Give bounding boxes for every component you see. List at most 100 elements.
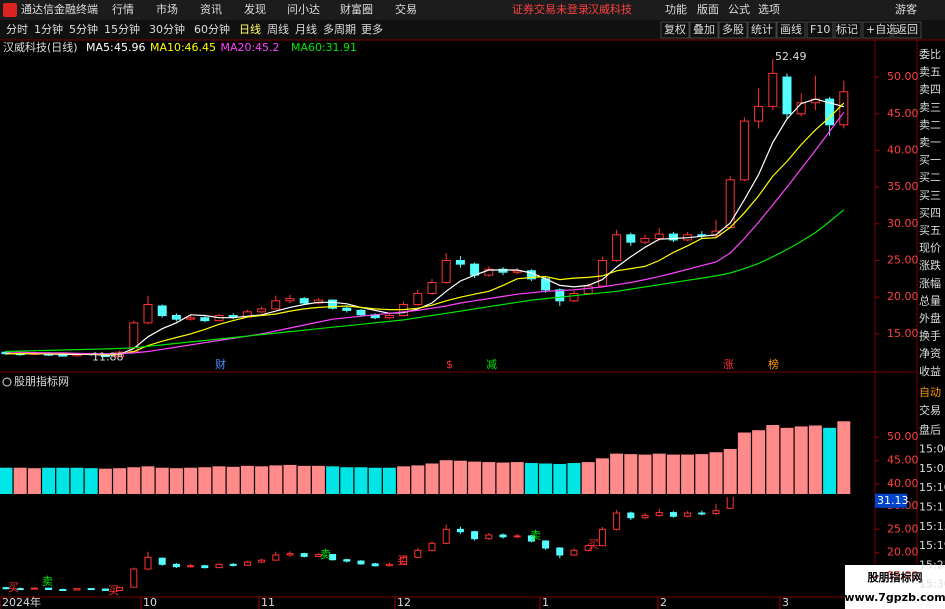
menu-item[interactable]: 市场 [156,2,178,16]
toolbar-button[interactable] [747,21,777,39]
date-label: 1 [542,596,549,609]
candle [441,253,451,284]
y-tick-label: 15.00 [887,569,919,582]
candle [627,511,635,521]
candle [201,564,209,569]
menu-item[interactable]: 财富圈 [340,2,373,16]
event-marker: $ [446,358,453,371]
period-tab[interactable]: 30分钟 [149,22,185,36]
candle [101,588,109,591]
menu-item[interactable]: 交易 [395,2,417,16]
candle-body [385,563,393,567]
signal: 买 [397,554,408,567]
candle [668,231,678,243]
candle-body [299,298,309,304]
candle [485,533,493,540]
indicator-bar [681,454,695,494]
candle [413,289,423,306]
quote-label: 换手 [919,329,941,343]
indicator-bar [411,465,425,494]
menu-item[interactable]: 发现 [244,2,266,16]
period-tab[interactable]: 月线 [295,22,317,36]
event-marker: 榜 [768,357,779,371]
period-tab[interactable]: 分时 [6,23,28,36]
menu-item[interactable]: 行情 [112,3,134,16]
candle [569,290,579,303]
candle [839,80,849,129]
period-tab[interactable]: 日线 [239,22,261,36]
candle-body [641,514,649,519]
period-tab[interactable]: 1分钟 [34,22,63,36]
period-tab[interactable]: 多周期 [323,22,356,36]
candle-body [329,554,337,561]
toolbar-button[interactable] [689,21,719,39]
candle [641,513,649,520]
toolbar-button[interactable] [776,21,806,39]
candle [215,563,223,569]
period-tab[interactable]: 5分钟 [69,22,98,36]
candle-body [229,563,237,566]
candle [172,562,180,569]
candle-body [101,588,109,591]
period-tab[interactable]: 15分钟 [104,22,140,36]
menu-item[interactable]: 问小达 [287,3,320,16]
candle-body [73,588,81,591]
candle-body [698,512,706,515]
indicator-bar [397,466,411,494]
candle-body [556,547,564,556]
candle-body [243,561,251,566]
menu-item[interactable]: 选项 [758,3,780,16]
app-icon [3,3,17,17]
candle-body [626,234,636,243]
trade-label: 15:11 [919,501,945,514]
toolbar-button[interactable] [660,21,690,39]
ma-line [6,111,845,355]
quote-label: 买四 [919,206,941,219]
toolbar-button[interactable] [892,21,922,39]
candle-body [669,512,677,517]
candle-body [271,300,281,310]
menu-item[interactable]: 公式 [728,3,750,16]
candle-body [655,512,663,516]
candle-body [569,293,579,302]
menu-item[interactable]: 版面 [697,2,719,16]
period-tab[interactable]: 60分钟 [194,22,230,36]
toolbar-button[interactable] [806,21,836,39]
current-value: 31.13 [877,494,909,507]
trade-label: 15:25 [919,558,945,571]
candle-body [513,535,521,538]
indicator-bar [382,467,396,494]
toolbar-button-label: +自选 [866,23,897,36]
candle-body [712,510,720,514]
toolbar-button[interactable] [832,21,862,39]
ma-line [5,209,845,353]
candle [342,306,352,313]
toolbar-button[interactable] [718,21,748,39]
candle [598,527,606,547]
candle [158,557,166,566]
candle-body [257,308,267,313]
stock-name: 汉威科技 [588,2,632,16]
period-tab[interactable]: 周线 [267,22,289,36]
quote-label: 总量 [919,293,941,307]
candle-body [58,354,68,357]
candle [300,552,308,558]
candle [357,560,365,565]
candle [400,555,408,565]
candle [442,524,450,545]
date-label: 2024年 [2,595,41,609]
candle [130,567,138,588]
candle [754,88,764,129]
period-tab[interactable]: 更多 [361,22,383,36]
candle [229,562,237,567]
menu-item[interactable]: 功能 [665,2,687,16]
toolbar-button-label: 返回 [896,23,918,36]
candle [655,508,663,517]
candle-body [357,560,365,565]
candle-body [272,554,280,561]
menu-item[interactable]: 资讯 [200,3,222,16]
user[interactable]: 游客 [895,2,917,16]
indicator-icon [2,377,12,387]
toolbar-button[interactable] [862,21,892,39]
